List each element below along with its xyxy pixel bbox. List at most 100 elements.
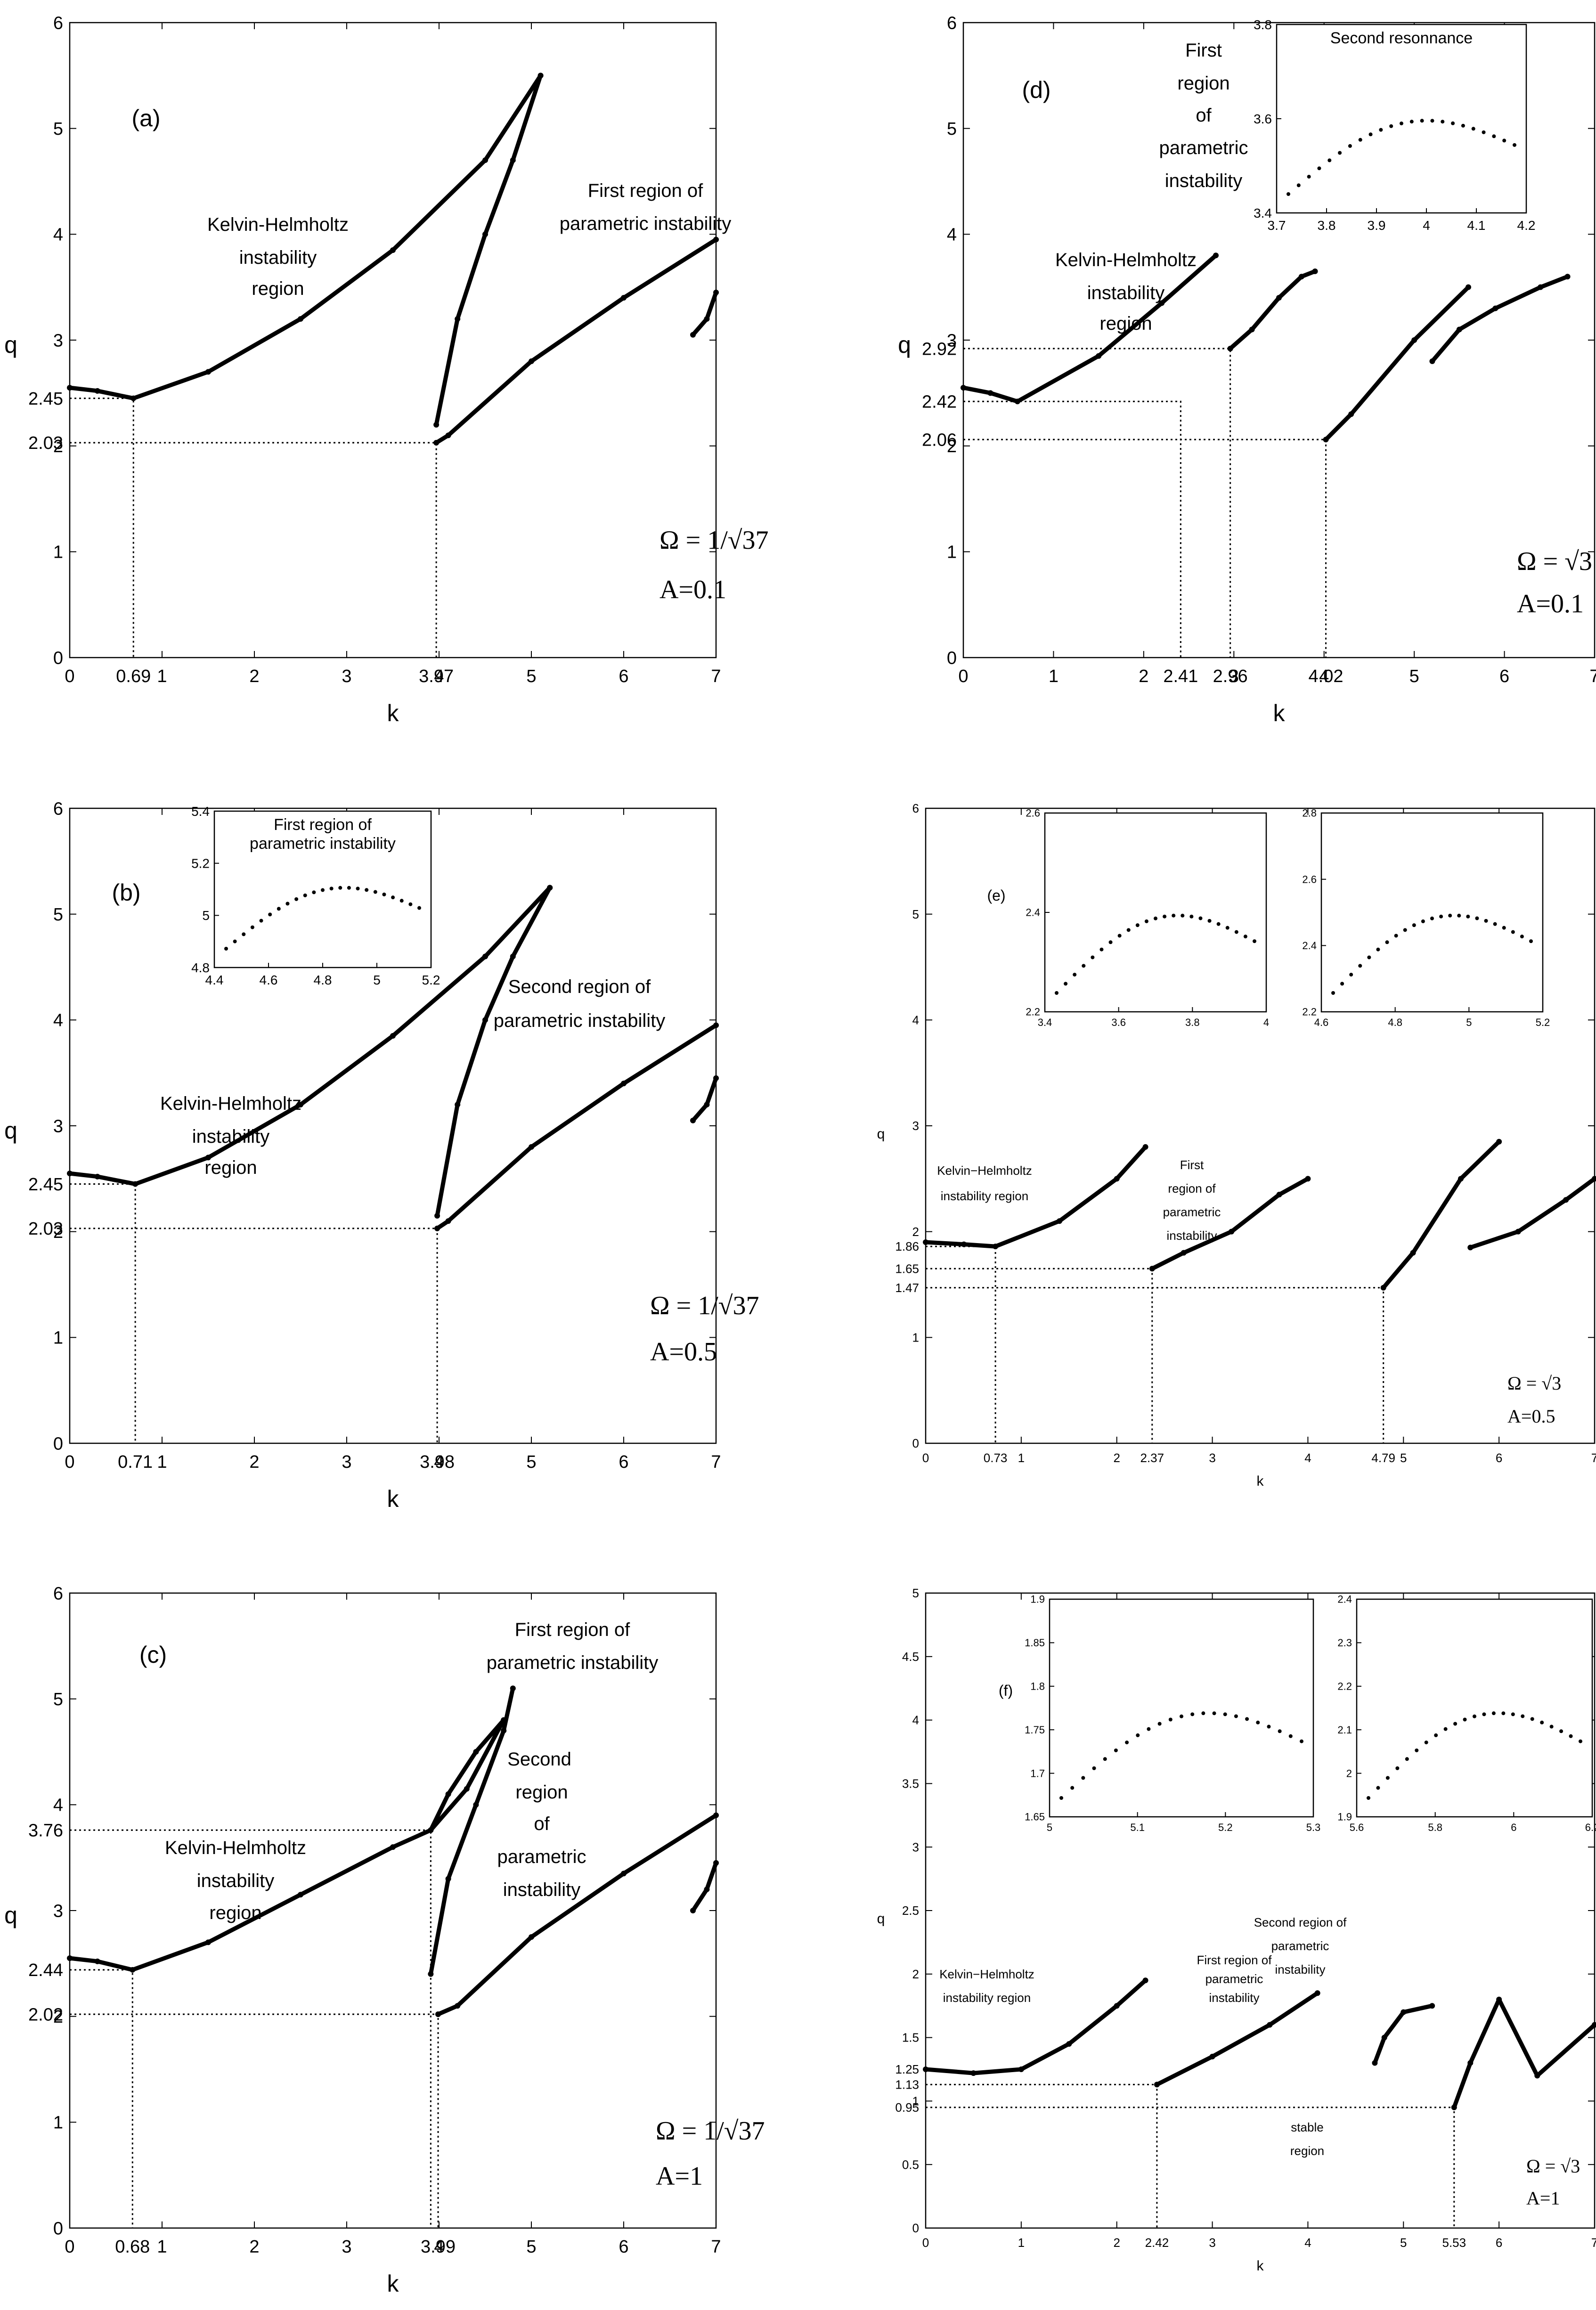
data-point xyxy=(298,316,303,322)
annotation: parametric instability xyxy=(560,213,732,234)
series-line xyxy=(1381,1139,1501,1290)
inset-x-tick-label: 6.2 xyxy=(1585,1822,1596,1833)
inset-data-point xyxy=(1549,1724,1554,1729)
inset-box xyxy=(1049,1598,1314,1818)
y-tick-label: 6 xyxy=(947,13,957,33)
data-point xyxy=(537,73,544,79)
inset-y-tick-label: 2.1 xyxy=(1337,1724,1352,1736)
x-tick-label: 1 xyxy=(1018,2236,1025,2250)
x-tick-label: 0 xyxy=(65,2237,74,2257)
data-point xyxy=(130,1967,136,1973)
inset-data-point xyxy=(1412,923,1416,927)
inset-data-point xyxy=(347,886,351,890)
inset-data-point xyxy=(1466,914,1470,919)
inset-data-point xyxy=(356,887,360,891)
y-tick-label: 4 xyxy=(53,1796,63,1815)
x-tick-label: 7 xyxy=(1589,667,1596,686)
inset-y-tick-label: 3.4 xyxy=(1254,206,1272,220)
series-line xyxy=(691,1861,718,1913)
inset-data-point xyxy=(1513,143,1516,147)
y-tick-label: 3 xyxy=(912,1119,919,1133)
inset-x-tick-label: 5.6 xyxy=(1350,1822,1364,1833)
series-2 xyxy=(428,1685,516,1977)
series-line xyxy=(434,237,718,445)
y-tick-label: 0 xyxy=(947,648,957,668)
data-point xyxy=(1515,1228,1521,1235)
x-tick-label: 6 xyxy=(1496,1451,1502,1465)
inset-data-point xyxy=(1190,1712,1195,1716)
omega-label: Ω = √3 xyxy=(1507,1373,1561,1394)
inset-data-point xyxy=(1331,991,1335,995)
data-point xyxy=(621,1081,627,1087)
inset-data-point xyxy=(1385,940,1389,944)
x-special-tick-label: 2.96 xyxy=(1213,667,1248,686)
inset-data-point xyxy=(1092,1766,1096,1770)
annotation: parametric xyxy=(497,1846,586,1867)
inset-data-point xyxy=(1367,1796,1370,1800)
inset-data-point xyxy=(391,895,395,900)
panel-label: (c) xyxy=(139,1642,167,1668)
inset-data-point xyxy=(1441,120,1445,124)
inset-1: 4.6 4.8 5 5.2 2.2 2.4 2.6 2.8 xyxy=(1302,807,1550,1028)
inset-data-point xyxy=(1163,914,1167,919)
data-point xyxy=(434,1225,440,1231)
series-2 xyxy=(434,1022,719,1231)
series-line xyxy=(691,1076,718,1123)
series-1 xyxy=(1154,1990,1320,2088)
inset-data-point xyxy=(1471,127,1475,131)
x-tick-label: 2 xyxy=(1139,667,1148,686)
data-point xyxy=(464,1786,470,1792)
panel-label: (f) xyxy=(999,1682,1013,1699)
inset-data-point xyxy=(1569,1734,1573,1738)
data-point xyxy=(1229,1228,1235,1235)
inset-x-tick-label: 5 xyxy=(1466,1017,1472,1028)
y-tick-label: 5 xyxy=(53,1690,63,1709)
inset-y-tick-label: 1.7 xyxy=(1030,1767,1045,1779)
y-tick-label: 1 xyxy=(912,2094,919,2108)
data-point xyxy=(1451,2104,1457,2110)
inset-x-tick-label: 5.2 xyxy=(1536,1017,1550,1028)
inset-x-tick-label: 5.3 xyxy=(1306,1822,1321,1833)
annotation: parametric instability xyxy=(487,1652,659,1673)
inset-data-point xyxy=(1198,916,1203,920)
inset-data-point xyxy=(1125,1741,1129,1745)
data-point xyxy=(1227,345,1233,351)
y-special-tick-label: 2.06 xyxy=(922,430,957,450)
inset-0: 3.7 3.8 3.9 4 4.1 4.2 3.4 3.6 3.8 Second resonnan… xyxy=(1254,17,1535,233)
inset-data-point xyxy=(1409,120,1414,124)
data-point xyxy=(1492,305,1498,311)
y-tick-label: 3 xyxy=(912,1840,919,1854)
data-point xyxy=(1018,2066,1024,2072)
inset-x-tick-label: 3.7 xyxy=(1268,218,1286,233)
series-3 xyxy=(1429,274,1571,364)
y-tick-label: 2 xyxy=(53,1222,63,1242)
x-tick-label: 6 xyxy=(619,667,628,686)
data-point xyxy=(1372,2060,1378,2066)
x-special-tick-label: 3.98 xyxy=(420,1452,455,1472)
inset-data-point xyxy=(1439,914,1443,919)
inset-title: Second resonnance xyxy=(1330,29,1473,47)
y-special-tick-label: 2.02 xyxy=(28,2005,63,2025)
inset-data-point xyxy=(1415,1748,1419,1752)
inset-data-point xyxy=(1064,982,1068,986)
x-tick-label: 7 xyxy=(711,2237,721,2257)
x-tick-label: 1 xyxy=(157,2237,167,2257)
annotation: Kelvin−Helmholtz xyxy=(937,1163,1032,1178)
annotation: region xyxy=(1099,313,1152,334)
inset-data-point xyxy=(312,890,316,895)
data-point xyxy=(1563,1197,1569,1203)
inset-data-point xyxy=(1147,1727,1151,1731)
y-tick-label: 6 xyxy=(53,799,63,819)
guide-line xyxy=(926,2107,1455,2228)
y-tick-label: 4 xyxy=(912,1013,919,1027)
inset-data-point xyxy=(1579,1739,1582,1743)
series-1 xyxy=(1227,268,1318,351)
data-point xyxy=(390,1844,396,1850)
series-line xyxy=(1468,1176,1596,1250)
inset-y-tick-label: 2 xyxy=(1346,1767,1352,1779)
inset-data-point xyxy=(1154,916,1157,920)
inset-data-point xyxy=(1327,158,1332,163)
x-special-tick-label: 0.73 xyxy=(984,1451,1008,1465)
data-point xyxy=(130,395,137,401)
data-point xyxy=(1312,268,1318,274)
